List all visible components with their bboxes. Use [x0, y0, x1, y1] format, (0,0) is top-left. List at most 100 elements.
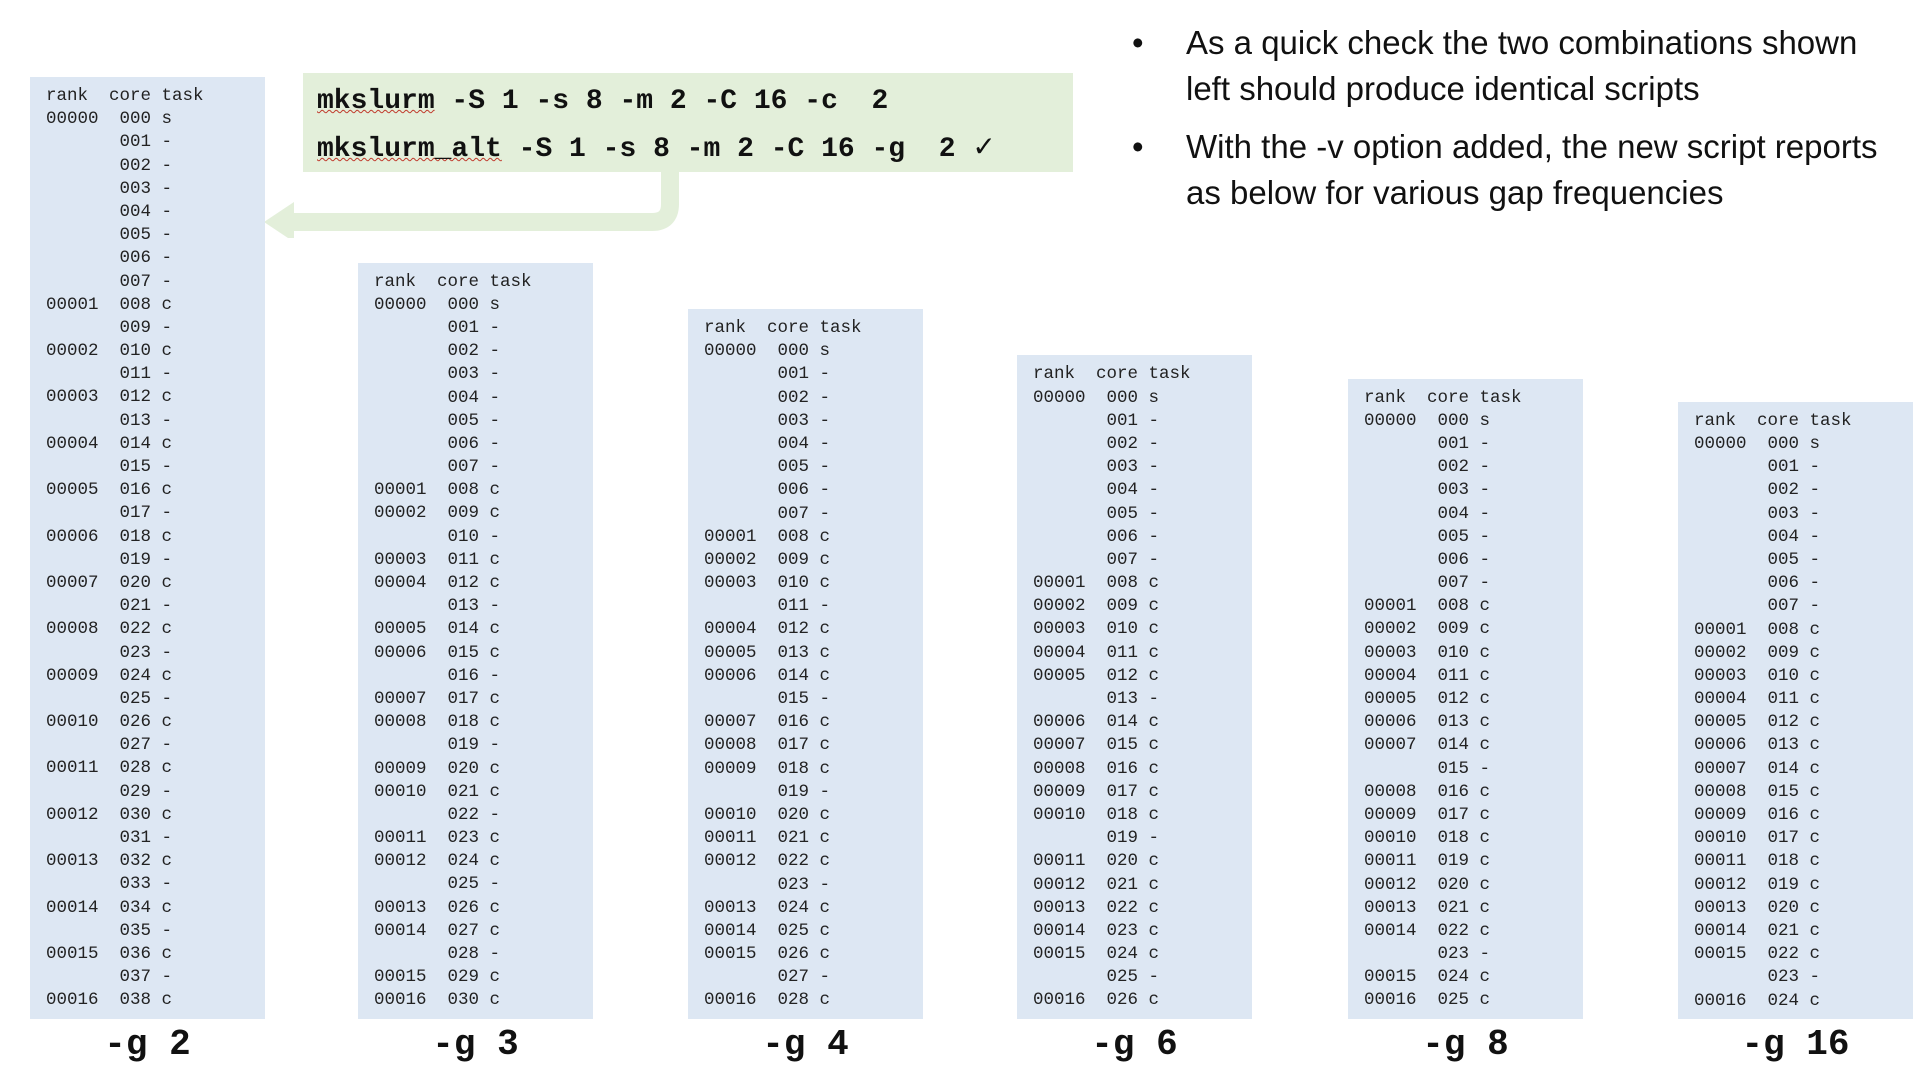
rank-line: 013 -	[46, 410, 173, 431]
rank-line: 00004 011 c	[1694, 689, 1821, 710]
rank-line: 00008 015 c	[1694, 781, 1821, 802]
command-line: mkslurm_alt -S 1 -s 8 -m 2 -C 16 -g 2 ✓	[317, 124, 1073, 169]
rank-line: 00008 022 c	[46, 619, 173, 640]
rank-line: 00008 016 c	[1364, 781, 1491, 802]
rank-line: 00005 012 c	[1033, 665, 1160, 686]
rank-line: 029 -	[46, 781, 173, 802]
command-name: mkslurm	[317, 86, 435, 117]
rank-line: 00007 016 c	[704, 712, 831, 733]
command-args: -S 1 -s 8 -m 2 -C 16 -g 2	[501, 134, 973, 165]
rank-line: 004 -	[374, 387, 501, 408]
command-args: -S 1 -s 8 -m 2 -C 16 -c 2	[434, 86, 889, 117]
gap-label: -g 3	[432, 1024, 519, 1065]
rank-line: 005 -	[1694, 549, 1821, 570]
rank-line: 00007 020 c	[46, 572, 173, 593]
rank-line: 015 -	[1364, 758, 1491, 779]
rank-line: 00001 008 c	[1364, 596, 1491, 617]
rank-line: 00005 012 c	[1364, 689, 1491, 710]
rank-line: 00000 000 s	[46, 109, 173, 130]
rank-line: 019 -	[374, 735, 501, 756]
rank-line: 006 -	[1033, 526, 1160, 547]
rank-line: 028 -	[374, 944, 501, 965]
rank-line: 005 -	[1033, 503, 1160, 524]
rank-line: 00001 008 c	[1033, 573, 1160, 594]
rank-line: 00014 021 c	[1694, 920, 1821, 941]
rank-line: 00008 018 c	[374, 712, 501, 733]
rank-line: 006 -	[374, 433, 501, 454]
rank-line: 023 -	[1694, 967, 1821, 988]
rank-line: 00011 028 c	[46, 758, 173, 779]
rank-line: 00003 010 c	[1033, 619, 1160, 640]
rank-line: 006 -	[46, 248, 173, 269]
rank-line: 027 -	[704, 967, 831, 988]
rank-line: 00004 012 c	[704, 619, 831, 640]
rank-line: 00013 032 c	[46, 851, 173, 872]
rank-line: 003 -	[46, 178, 173, 199]
rank-line: 025 -	[374, 874, 501, 895]
rank-line: 015 -	[704, 689, 831, 709]
rank-line: 00002 009 c	[704, 549, 831, 570]
rank-line: 00001 008 c	[1694, 619, 1821, 640]
rank-line: 00008 016 c	[1033, 758, 1160, 779]
rank-core-task-column: rank core task 00000 000 s 001 - 002 - 00…	[1348, 378, 1583, 1019]
rank-line: 003 -	[1694, 503, 1821, 524]
rank-line: 00015 024 c	[1033, 944, 1160, 965]
rank-core-task-column: rank core task 00000 000 s 001 - 002 - 00…	[1678, 401, 1913, 1019]
rank-line: 00007 015 c	[1033, 735, 1160, 756]
rank-line: 00007 014 c	[1364, 735, 1491, 756]
rank-line: 00016 026 c	[1033, 990, 1160, 1011]
rank-line: 007 -	[1033, 549, 1160, 570]
rank-line: 004 -	[704, 433, 831, 454]
rank-line: 00014 022 c	[1364, 920, 1491, 941]
gap-label: -g 6	[1091, 1024, 1178, 1065]
rank-line: 002 -	[704, 387, 831, 408]
rank-line: 006 -	[704, 480, 831, 501]
rank-line: 009 -	[46, 317, 173, 338]
rank-line: 031 -	[46, 828, 173, 848]
rank-line: 015 -	[46, 457, 173, 477]
rank-line: 025 -	[46, 688, 173, 709]
rank-line: 00013 021 c	[1364, 897, 1491, 918]
rank-line: 007 -	[704, 503, 831, 524]
rank-line: 005 -	[704, 457, 831, 478]
rank-line: 025 -	[1033, 967, 1160, 988]
bullet-item: • With the -v option added, the new scrip…	[1132, 128, 1878, 211]
rank-line: 007 -	[1364, 573, 1491, 594]
rank-line: 007 -	[1694, 596, 1821, 617]
rank-line: 00011 018 c	[1694, 851, 1821, 872]
rank-line: 005 -	[1364, 526, 1491, 547]
rank-line: 00008 017 c	[704, 735, 831, 756]
rank-line: 00011 019 c	[1364, 851, 1491, 872]
rank-line: 00016 025 c	[1364, 990, 1491, 1011]
rank-line: 011 -	[704, 596, 831, 617]
rank-line: 023 -	[704, 874, 831, 895]
rank-line: 019 -	[1033, 828, 1160, 849]
rank-line: 00013 022 c	[1033, 897, 1160, 918]
rank-line: 007 -	[374, 457, 501, 478]
rank-line: 00002 009 c	[1033, 596, 1160, 617]
rank-line: 00016 038 c	[46, 990, 173, 1011]
rank-line: 002 -	[1033, 433, 1160, 454]
rank-core-task-column: rank core task 00000 000 s 001 - 002 - 00…	[358, 262, 593, 1019]
rank-line: 00015 024 c	[1364, 967, 1491, 988]
rank-line: 016 -	[374, 665, 501, 686]
rank-line: 023 -	[1364, 944, 1491, 965]
rank-line: 001 -	[1694, 457, 1821, 478]
rank-core-task-column: rank core task 00000 000 s 001 - 002 - 00…	[1017, 355, 1252, 1019]
gap-label: -g 2	[104, 1024, 191, 1065]
command-box: mkslurm -S 1 -s 8 -m 2 -C 16 -c 2 mkslur…	[303, 73, 1073, 172]
rank-line: 004 -	[1033, 480, 1160, 501]
rank-line: 021 -	[46, 596, 173, 617]
rank-line: 023 -	[46, 642, 173, 663]
rank-line: 00004 011 c	[1364, 665, 1491, 686]
rank-line: 005 -	[374, 410, 501, 431]
rank-line: 00010 021 c	[374, 781, 501, 802]
rank-line: 00012 022 c	[704, 851, 831, 872]
command-line: mkslurm -S 1 -s 8 -m 2 -C 16 -c 2	[317, 79, 1073, 124]
bullet-text: With the -v option added, the new script…	[1186, 128, 1878, 211]
rank-line: 007 -	[46, 271, 173, 292]
rank-line: 00009 016 c	[1694, 805, 1821, 825]
rank-line: 00007 014 c	[1694, 758, 1821, 779]
rank-line: 001 -	[374, 317, 501, 338]
arrow-icon	[264, 168, 679, 238]
